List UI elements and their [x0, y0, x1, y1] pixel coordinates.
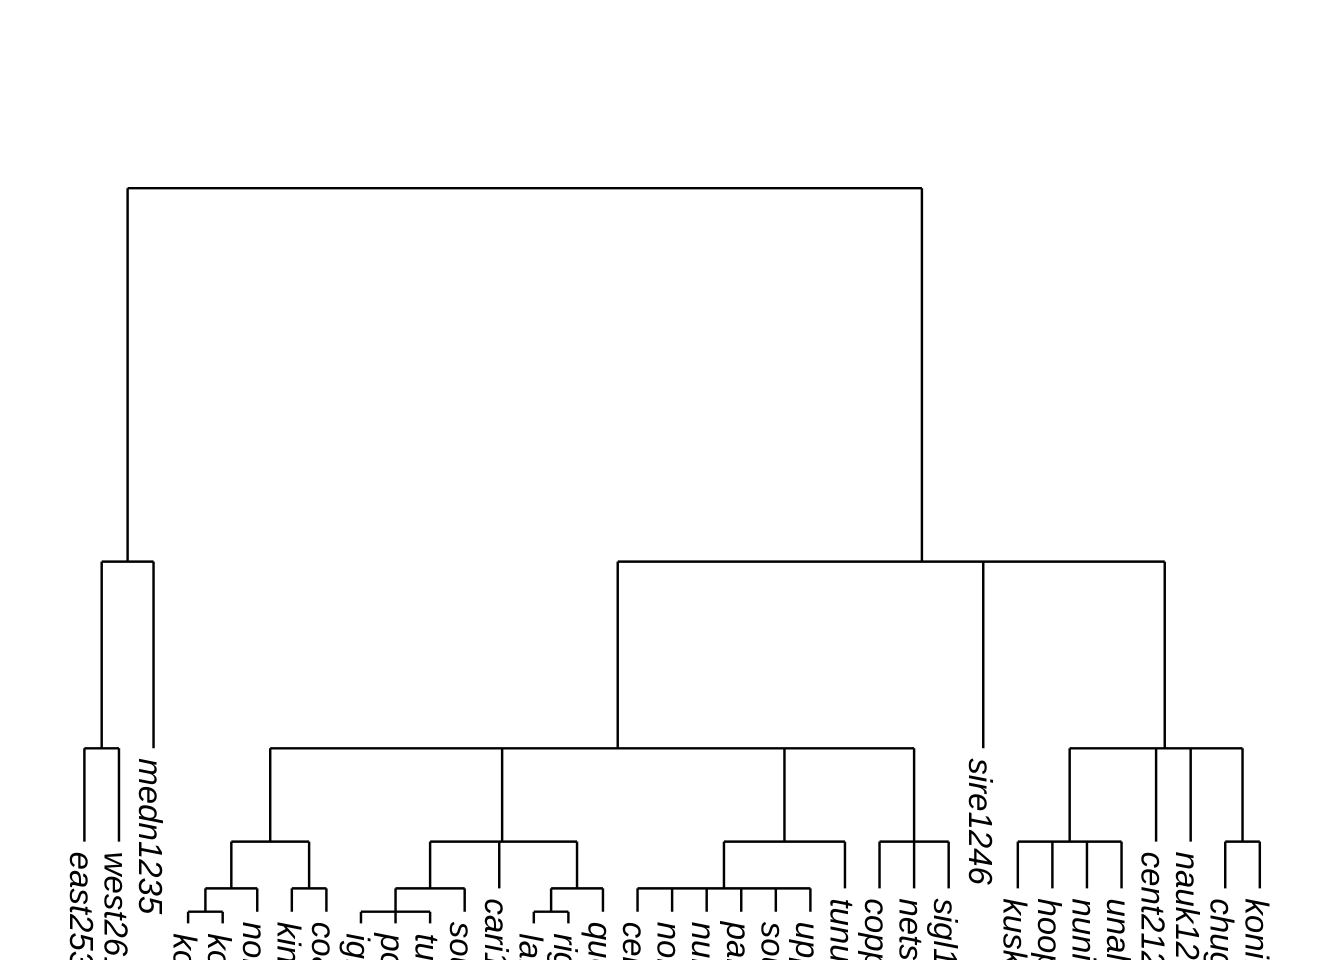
- svg-text:kusk1241: kusk1241: [996, 898, 1033, 960]
- svg-text:copp1244: copp1244: [858, 898, 895, 960]
- svg-text:labr1244: labr1244: [512, 933, 549, 960]
- svg-text:nuni1234: nuni1234: [1065, 898, 1102, 960]
- svg-text:parr1240: parr1240: [720, 921, 757, 960]
- svg-text:coas1240: coas1240: [305, 922, 342, 960]
- svg-text:sout2678: sout2678: [443, 922, 480, 960]
- svg-text:west2616: west2616: [97, 852, 134, 960]
- svg-text:uppe1440: uppe1440: [789, 922, 826, 960]
- svg-text:nort2944: nort2944: [236, 922, 273, 960]
- svg-text:east2533: east2533: [63, 852, 100, 960]
- svg-text:hoop1234: hoop1234: [1031, 898, 1068, 960]
- svg-text:unal1260: unal1260: [1100, 898, 1137, 960]
- svg-text:tuak1240: tuak1240: [409, 933, 446, 960]
- svg-text:koni1247: koni1247: [1238, 898, 1275, 960]
- svg-text:tunu1234: tunu1234: [823, 898, 860, 960]
- svg-text:nort2945: nort2945: [651, 922, 688, 960]
- svg-text:rigo1252: rigo1252: [547, 933, 584, 960]
- svg-text:cari1277: cari1277: [478, 898, 515, 960]
- svg-text:igik1234: igik1234: [339, 933, 376, 960]
- svg-text:cent2127: cent2127: [1135, 852, 1172, 960]
- svg-text:chug1250: chug1250: [1204, 898, 1241, 960]
- svg-text:sire1246: sire1246: [962, 758, 999, 885]
- svg-text:king1259: king1259: [270, 922, 307, 960]
- svg-text:cent2310: cent2310: [616, 922, 653, 960]
- svg-text:kotz1242: kotz1242: [167, 933, 204, 960]
- svg-text:sout2679: sout2679: [754, 922, 791, 960]
- svg-text:pola1254: pola1254: [374, 932, 411, 960]
- svg-text:medn1235: medn1235: [132, 758, 169, 915]
- svg-text:nets1241: nets1241: [893, 898, 930, 960]
- svg-text:nauk1242: nauk1242: [1169, 852, 1206, 960]
- svg-text:quee1842: quee1842: [581, 922, 618, 960]
- svg-text:nuna1275: nuna1275: [685, 922, 722, 960]
- svg-text:sigl1242: sigl1242: [927, 898, 964, 960]
- svg-text:kobu1240: kobu1240: [201, 933, 238, 960]
